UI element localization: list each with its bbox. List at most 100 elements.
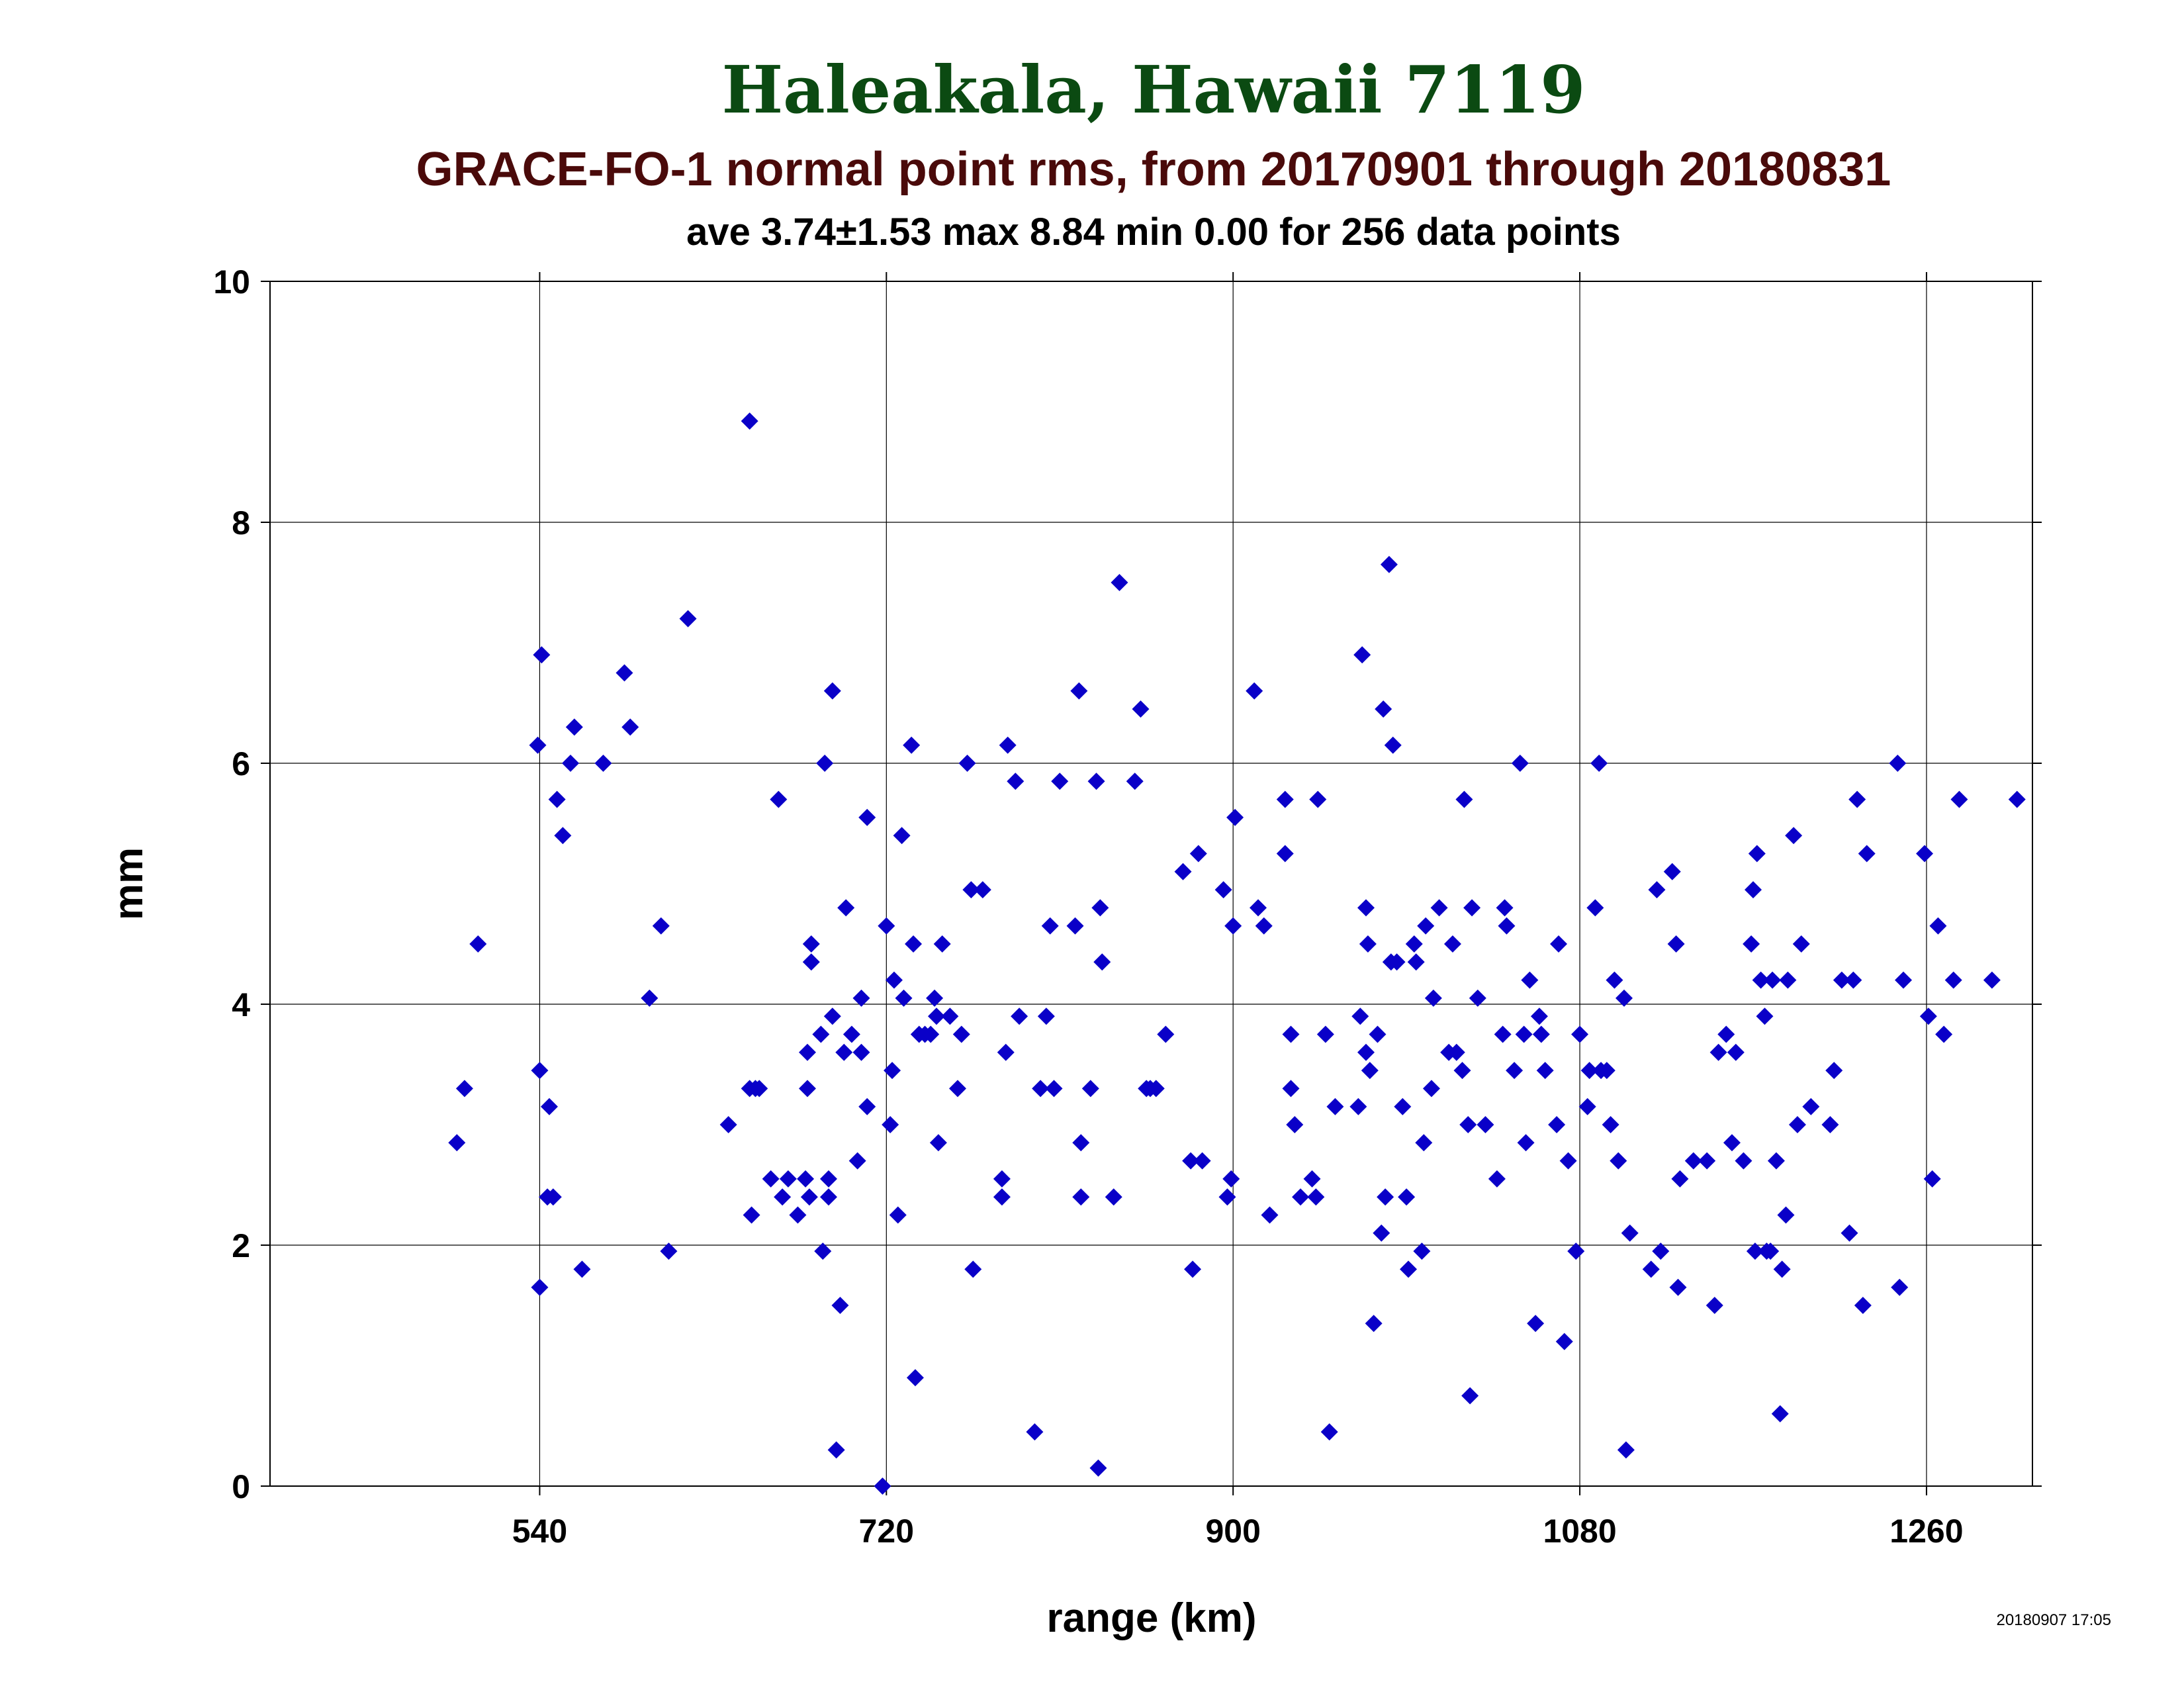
data-point: [1357, 899, 1375, 917]
data-point: [1455, 790, 1473, 808]
data-point: [1610, 1152, 1627, 1170]
data-point: [812, 1025, 830, 1043]
data-point: [814, 1243, 832, 1260]
data-point: [1384, 736, 1402, 754]
data-point: [823, 682, 841, 700]
data-point: [827, 1441, 845, 1459]
data-point: [1642, 1260, 1660, 1278]
data-point: [1743, 935, 1760, 953]
data-point: [1011, 1008, 1028, 1025]
data-point: [933, 935, 951, 953]
data-point: [1506, 1062, 1524, 1080]
data-point: [1788, 1116, 1806, 1133]
data-point: [1276, 845, 1294, 863]
data-point: [544, 1188, 562, 1206]
data-point: [1709, 1043, 1727, 1061]
data-point: [1261, 1206, 1279, 1224]
data-point: [1919, 1008, 1937, 1025]
data-point: [1072, 1188, 1090, 1206]
data-point: [1218, 1188, 1236, 1206]
data-point: [1858, 845, 1876, 863]
data-point: [1224, 917, 1242, 935]
data-point: [1706, 1297, 1723, 1314]
data-point: [1567, 1243, 1585, 1260]
data-point: [1735, 1152, 1752, 1170]
data-point: [1226, 808, 1244, 826]
data-point: [1756, 1008, 1774, 1025]
data-point: [1307, 1188, 1325, 1206]
data-point: [1359, 935, 1377, 953]
data-point: [926, 989, 944, 1007]
data-point: [1671, 1170, 1689, 1188]
data-point: [1767, 1152, 1785, 1170]
data-point: [1417, 917, 1435, 935]
data-point: [1521, 971, 1539, 989]
data-point: [1282, 1080, 1300, 1098]
data-point: [615, 664, 633, 682]
data-point: [993, 1188, 1011, 1206]
data-point: [958, 755, 976, 772]
data-point: [762, 1170, 780, 1188]
data-point: [895, 989, 913, 1007]
data-point: [1377, 1188, 1394, 1206]
data-point: [1848, 790, 1866, 808]
data-point: [889, 1206, 907, 1224]
data-point: [679, 610, 697, 628]
data-point: [798, 1043, 816, 1061]
data-point: [1189, 845, 1207, 863]
data-point: [529, 736, 547, 754]
chart-subtitle: GRACE-FO-1 normal point rms, from 201709…: [416, 143, 1891, 196]
data-point: [1530, 1008, 1548, 1025]
data-point: [1415, 1134, 1433, 1152]
data-point: [1825, 1062, 1843, 1080]
data-point: [1494, 1025, 1512, 1043]
data-point: [1744, 881, 1762, 899]
data-point: [1105, 1188, 1122, 1206]
data-point: [1548, 1116, 1566, 1133]
data-point: [1250, 899, 1267, 917]
data-point: [823, 1008, 841, 1025]
data-point: [573, 1260, 591, 1278]
data-point: [1326, 1098, 1344, 1115]
data-point: [1779, 971, 1797, 989]
data-point: [2008, 790, 2026, 808]
data-point: [1684, 1152, 1702, 1170]
data-point: [949, 1080, 967, 1098]
data-point: [1667, 935, 1685, 953]
data-point: [1222, 1170, 1240, 1188]
data-point: [1773, 1260, 1791, 1278]
x-axis-label: range (km): [1047, 1595, 1257, 1641]
data-point: [842, 1025, 860, 1043]
data-point: [1748, 845, 1766, 863]
data-point: [1373, 1224, 1390, 1242]
data-point: [893, 827, 911, 845]
data-point: [1007, 773, 1024, 790]
data-point: [852, 1043, 870, 1061]
data-point: [906, 1369, 924, 1387]
data-point: [1026, 1423, 1044, 1441]
data-point: [1663, 863, 1681, 880]
data-point: [1821, 1116, 1839, 1133]
data-point: [1070, 682, 1088, 700]
data-point: [1602, 1116, 1619, 1133]
data-point: [997, 1043, 1015, 1061]
data-point: [1511, 755, 1529, 772]
data-point: [831, 1297, 849, 1314]
data-point: [1621, 1224, 1639, 1242]
data-point: [1723, 1134, 1741, 1152]
data-point: [820, 1188, 838, 1206]
data-point: [1276, 790, 1294, 808]
data-point: [1193, 1152, 1211, 1170]
data-point: [1111, 574, 1128, 591]
data-point: [1935, 1025, 1953, 1043]
data-point: [835, 1043, 853, 1061]
data-point: [1889, 755, 1907, 772]
axis-ticks: 540 720 900 1080 1260 0 2 4 6 8 10: [213, 263, 2042, 1550]
data-point: [1764, 971, 1782, 989]
data-point: [1282, 1025, 1300, 1043]
data-point: [1598, 1062, 1615, 1080]
y-tick-label: 4: [232, 986, 250, 1023]
y-tick-label: 6: [232, 745, 250, 782]
data-point: [1844, 971, 1862, 989]
data-point: [565, 718, 583, 736]
